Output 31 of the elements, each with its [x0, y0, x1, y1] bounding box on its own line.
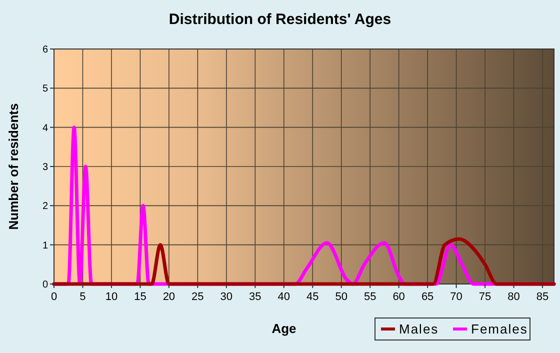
x-tick-label: 55 [364, 291, 376, 303]
x-tick-label: 35 [249, 291, 262, 303]
y-axis-title: Number of residents [6, 103, 21, 230]
x-tick-label: 85 [536, 291, 549, 303]
line-series [52, 237, 556, 286]
x-tick-label: 65 [421, 291, 434, 303]
y-tick-label: 3 [42, 162, 48, 173]
x-tick-label: 50 [335, 291, 348, 303]
chart-title: Distribution of Residents' Ages [168, 11, 392, 28]
x-tick-label: 5 [80, 291, 86, 303]
x-tick-label: 25 [192, 291, 204, 303]
y-tick-label: 2 [42, 201, 48, 212]
x-tick-label: 0 [50, 291, 58, 303]
x-tick-label: 80 [508, 291, 520, 303]
y-tick-label: 5 [42, 84, 48, 95]
legend-label: Females [471, 322, 528, 336]
y-tick-label: 0 [42, 280, 48, 290]
x-tick-label: 20 [162, 291, 176, 303]
x-tick-label: 60 [392, 291, 405, 303]
x-axis-title: Age [272, 321, 296, 336]
y-tick-label: 4 [42, 122, 48, 134]
x-tick-label: 15 [134, 291, 146, 303]
x-tick-label: 75 [478, 291, 492, 303]
x-tick-label: 70 [450, 291, 462, 303]
y-tick-label: 1 [42, 240, 48, 252]
x-tick-label: 10 [105, 291, 118, 303]
x-tick-label: 45 [306, 291, 319, 303]
x-tick-label: 40 [278, 291, 290, 303]
legend-label: Males [399, 322, 439, 336]
x-tick-label: 30 [220, 291, 233, 303]
y-tick-label: 6 [42, 44, 48, 56]
